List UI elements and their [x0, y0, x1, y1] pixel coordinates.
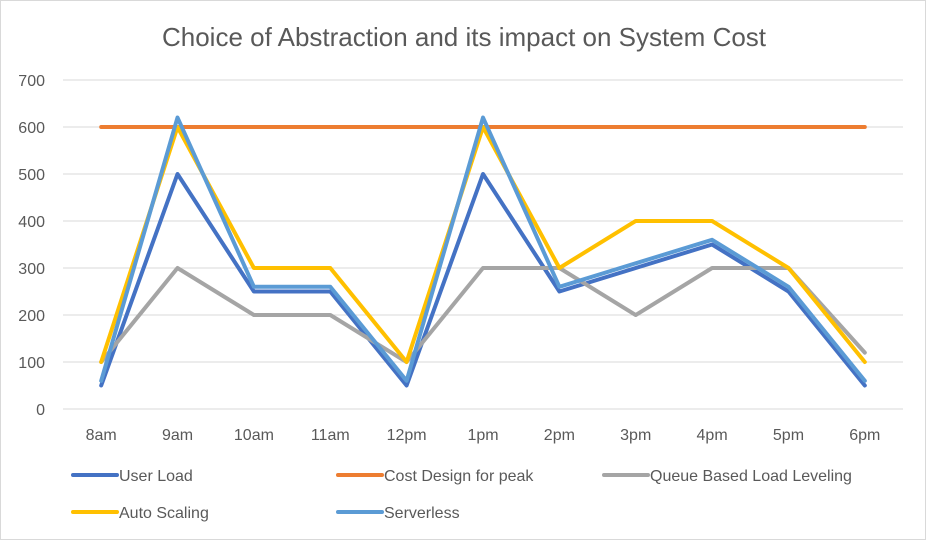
- legend: User Load Cost Design for peak Queue Based…: [71, 468, 852, 522]
- x-tick-label: 8am: [86, 427, 117, 444]
- series-0: [99, 172, 867, 388]
- data-point: [634, 261, 638, 265]
- data-point: [557, 125, 561, 129]
- x-tick-label: 4pm: [697, 427, 728, 444]
- data-point: [710, 238, 714, 242]
- data-point: [557, 285, 561, 289]
- data-point: [481, 172, 485, 176]
- x-tick-label: 3pm: [620, 427, 651, 444]
- data-point: [99, 379, 103, 383]
- series-line: [99, 115, 867, 383]
- data-point: [786, 285, 790, 289]
- data-point: [710, 219, 714, 223]
- legend-label: User Load: [119, 468, 193, 485]
- data-point: [863, 360, 867, 364]
- x-tick-label: 6pm: [849, 427, 880, 444]
- x-tick-label: 5pm: [773, 427, 804, 444]
- data-point: [481, 266, 485, 270]
- data-point: [786, 125, 790, 129]
- data-point: [252, 125, 256, 129]
- data-point: [863, 125, 867, 129]
- y-axis-ticks: 0 100 200 300 400 500 600 700: [18, 73, 45, 419]
- legend-label: Queue Based Load Leveling: [650, 468, 852, 485]
- legend-label: Auto Scaling: [119, 505, 209, 522]
- chart-title: Choice of Abstraction and its impact on …: [162, 22, 767, 52]
- data-point: [634, 266, 638, 270]
- x-axis-ticks: 8am 9am 10am 11am 12pm 1pm 2pm 3pm 4pm 5pm 6pm: [86, 427, 881, 444]
- data-point: [176, 116, 180, 120]
- series-4: [99, 115, 867, 383]
- x-tick-label: 2pm: [544, 427, 575, 444]
- data-point: [405, 125, 409, 129]
- data-point: [557, 290, 561, 293]
- y-tick-label: 100: [18, 355, 45, 372]
- data-point: [405, 379, 409, 383]
- legend-label: Cost Design for peak: [384, 468, 534, 485]
- data-point: [557, 266, 561, 270]
- data-point: [99, 125, 103, 129]
- legend-label: Serverless: [384, 505, 460, 522]
- data-point: [252, 285, 256, 289]
- data-point: [710, 266, 714, 270]
- series-line: [99, 125, 867, 364]
- y-tick-label: 200: [18, 308, 45, 325]
- data-point: [328, 313, 332, 317]
- legend-item: User Load: [71, 468, 193, 485]
- x-tick-label: 1pm: [467, 427, 498, 444]
- data-point: [634, 313, 638, 317]
- x-tick-label: 12pm: [387, 427, 427, 444]
- data-point: [634, 125, 638, 129]
- legend-item: Cost Design for peak: [336, 468, 534, 485]
- data-point: [634, 219, 638, 223]
- x-tick-label: 11am: [311, 427, 350, 444]
- data-point: [252, 313, 256, 317]
- data-point: [328, 266, 332, 270]
- y-tick-label: 0: [36, 402, 45, 419]
- data-point: [99, 360, 103, 364]
- data-point: [176, 266, 180, 270]
- data-point: [99, 384, 103, 387]
- data-point: [252, 266, 256, 270]
- x-tick-label: 10am: [234, 427, 274, 444]
- y-tick-label: 500: [18, 167, 45, 184]
- legend-item: Queue Based Load Leveling: [602, 468, 852, 485]
- data-point: [176, 172, 180, 176]
- series-lines: [99, 115, 867, 388]
- data-point: [405, 384, 409, 387]
- legend-item: Serverless: [336, 505, 460, 522]
- data-point: [328, 285, 332, 289]
- data-point: [252, 290, 256, 293]
- y-tick-label: 600: [18, 120, 45, 137]
- y-tick-label: 300: [18, 261, 45, 278]
- legend-item: Auto Scaling: [71, 505, 209, 522]
- data-point: [710, 125, 714, 129]
- data-point: [481, 116, 485, 120]
- data-point: [863, 379, 867, 383]
- data-point: [786, 266, 790, 270]
- x-tick-label: 9am: [162, 427, 193, 444]
- series-3: [99, 125, 867, 364]
- data-point: [405, 360, 409, 364]
- y-tick-label: 400: [18, 214, 45, 231]
- y-tick-label: 700: [18, 73, 45, 90]
- data-point: [710, 243, 714, 246]
- data-point: [863, 384, 867, 387]
- data-point: [863, 351, 867, 355]
- data-point: [328, 125, 332, 129]
